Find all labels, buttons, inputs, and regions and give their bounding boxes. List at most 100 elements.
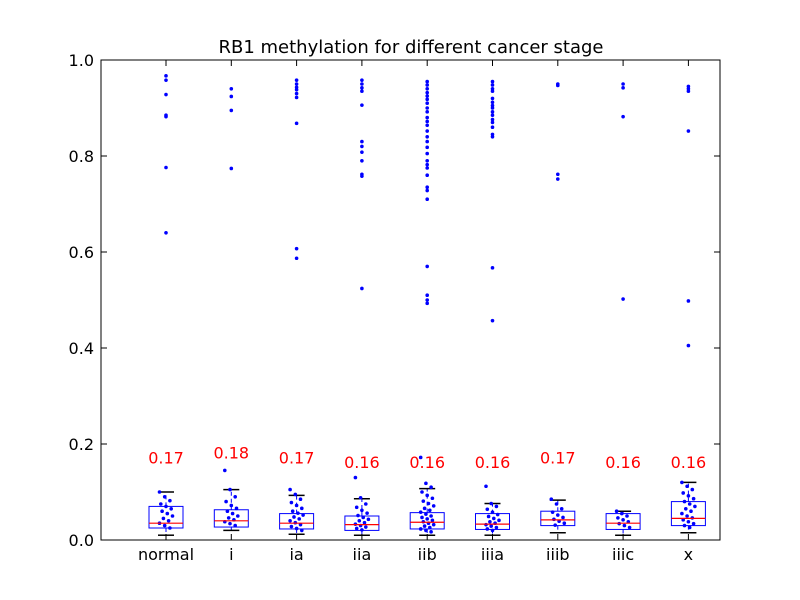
box-iqr bbox=[213, 509, 249, 528]
data-point bbox=[366, 517, 371, 522]
outlier-point bbox=[425, 145, 430, 150]
data-point bbox=[168, 498, 172, 503]
data-point bbox=[159, 502, 163, 506]
outlier-point bbox=[425, 106, 430, 110]
data-point bbox=[364, 502, 368, 506]
outlier-point bbox=[360, 82, 364, 86]
box-iqr bbox=[670, 501, 706, 527]
data-point bbox=[292, 515, 296, 519]
data-point bbox=[553, 523, 557, 527]
outlier-point bbox=[164, 92, 168, 97]
data-point bbox=[693, 504, 697, 509]
outlier-point bbox=[360, 86, 364, 90]
y-tick-label: 1.0 bbox=[69, 51, 94, 70]
data-point bbox=[230, 511, 235, 516]
data-point bbox=[625, 514, 629, 518]
outlier-point bbox=[425, 264, 430, 269]
outlier-point bbox=[425, 166, 430, 170]
data-point bbox=[298, 497, 303, 502]
data-point bbox=[229, 503, 234, 508]
outlier-point bbox=[490, 89, 495, 93]
annotation-label: 0.16 bbox=[671, 453, 707, 472]
outlier-point bbox=[294, 82, 299, 86]
data-point bbox=[431, 504, 436, 508]
outlier-point bbox=[425, 79, 430, 84]
data-point bbox=[293, 492, 298, 497]
data-point bbox=[233, 523, 237, 528]
outlier-point bbox=[490, 110, 495, 114]
data-point bbox=[168, 526, 172, 530]
data-point bbox=[166, 519, 171, 523]
outlier-point bbox=[360, 103, 364, 107]
box-group-iia: 0.16 bbox=[344, 78, 380, 536]
annotation-label: 0.18 bbox=[213, 444, 249, 463]
data-point bbox=[224, 499, 228, 504]
outlier-point bbox=[360, 139, 364, 144]
box-group-x: 0.16 bbox=[670, 84, 707, 534]
data-point bbox=[684, 507, 688, 511]
data-point bbox=[169, 507, 173, 511]
data-point bbox=[494, 504, 499, 509]
outlier-point bbox=[490, 266, 495, 270]
outlier-point bbox=[425, 123, 430, 128]
data-point bbox=[290, 509, 295, 513]
outlier-point bbox=[490, 113, 495, 117]
data-point bbox=[429, 485, 433, 490]
data-point bbox=[690, 487, 695, 492]
outlier-point bbox=[294, 121, 299, 126]
outlier-point bbox=[490, 120, 495, 125]
outlier-point bbox=[556, 83, 560, 88]
y-tick-label: 0.6 bbox=[69, 243, 94, 262]
axes: normal i ia iia iib iiia iiib iiic x0.00.20.40.6… bbox=[69, 51, 720, 564]
data-point bbox=[361, 515, 366, 520]
x-tick-label: iib bbox=[418, 545, 437, 564]
outlier-point bbox=[686, 129, 691, 133]
annotation-label: 0.16 bbox=[475, 453, 511, 472]
outlier-point bbox=[164, 231, 168, 235]
data-point bbox=[228, 521, 232, 526]
outlier-point bbox=[164, 78, 168, 82]
outlier-point bbox=[556, 177, 560, 181]
data-point bbox=[685, 514, 689, 518]
outlier-point bbox=[360, 286, 364, 291]
x-tick-label: iia bbox=[353, 545, 372, 564]
data-point bbox=[162, 523, 167, 528]
data-point bbox=[490, 528, 495, 533]
outlier-point bbox=[360, 89, 364, 93]
outlier-point bbox=[425, 83, 430, 87]
box-iqr bbox=[540, 510, 576, 527]
data-point bbox=[497, 518, 501, 523]
outlier-point bbox=[425, 301, 430, 306]
outlier-point bbox=[425, 162, 430, 167]
outlier-point bbox=[294, 95, 299, 100]
outlier-point bbox=[621, 86, 625, 90]
data-point bbox=[495, 512, 500, 517]
outlier-point bbox=[556, 172, 560, 177]
data-point bbox=[288, 519, 292, 523]
outlier-point bbox=[294, 87, 299, 92]
outlier-point bbox=[425, 87, 430, 91]
outlier-point bbox=[425, 185, 430, 189]
data-point bbox=[360, 508, 364, 513]
data-point bbox=[164, 504, 168, 509]
data-point bbox=[425, 493, 430, 498]
data-point bbox=[289, 500, 294, 505]
data-point bbox=[429, 530, 433, 534]
data-point bbox=[165, 511, 170, 516]
data-point bbox=[489, 524, 494, 528]
data-point bbox=[492, 516, 496, 521]
data-point bbox=[680, 511, 684, 516]
data-point bbox=[686, 519, 691, 524]
outlier-point bbox=[686, 299, 691, 303]
outlier-point bbox=[425, 293, 430, 298]
data-point bbox=[357, 519, 362, 523]
y-tick-label: 0.0 bbox=[69, 531, 94, 550]
data-point bbox=[431, 522, 436, 527]
outlier-point bbox=[360, 159, 364, 163]
data-point bbox=[485, 507, 490, 512]
data-point bbox=[300, 528, 304, 533]
data-point bbox=[301, 513, 305, 517]
data-point bbox=[687, 525, 692, 530]
data-point bbox=[494, 525, 499, 530]
data-point bbox=[430, 496, 435, 501]
